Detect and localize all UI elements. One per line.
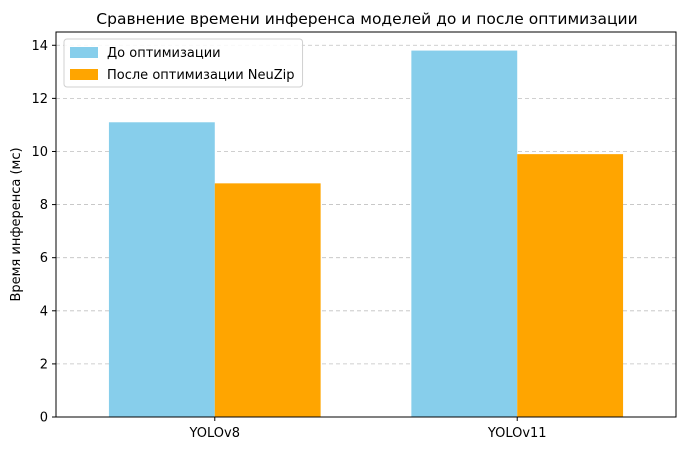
bar-yolov11-series-1 [411,50,518,417]
legend-swatch [70,47,98,58]
y-tick-label: 4 [40,304,48,319]
y-tick-label: 6 [40,251,48,266]
legend-swatch [70,69,98,80]
y-axis-label: Время инференса (мс) [9,147,24,301]
bars-layer [108,50,624,417]
x-tick-label: YOLOv8 [189,426,240,441]
legend-label: До оптимизации [107,46,221,61]
legend-label: После оптимизации NeuZip [107,68,295,83]
x-tick-label: YOLOv11 [487,426,547,441]
x-axis: YOLOv8 YOLOv11 [189,417,547,441]
y-tick-label: 14 [31,39,48,54]
y-tick-label: 2 [40,357,48,372]
chart-title: Сравнение времени инференса моделей до и… [96,10,637,28]
legend: До оптимизации После оптимизации NeuZip [63,38,304,88]
y-tick-label: 8 [40,198,48,213]
legend-box [63,38,304,88]
bar-yolov11-series-2 [517,154,624,417]
y-tick-label: 12 [31,92,48,107]
y-tick-label: 10 [31,145,48,160]
grid-layer [56,44,676,365]
y-tick-label: 0 [40,411,48,426]
plot-frame [55,31,677,418]
bar-yolov8-series-1 [108,122,215,417]
bar-yolov8-series-2 [214,183,321,417]
y-axis: 0 2 4 6 8 10 12 14 [31,39,56,426]
